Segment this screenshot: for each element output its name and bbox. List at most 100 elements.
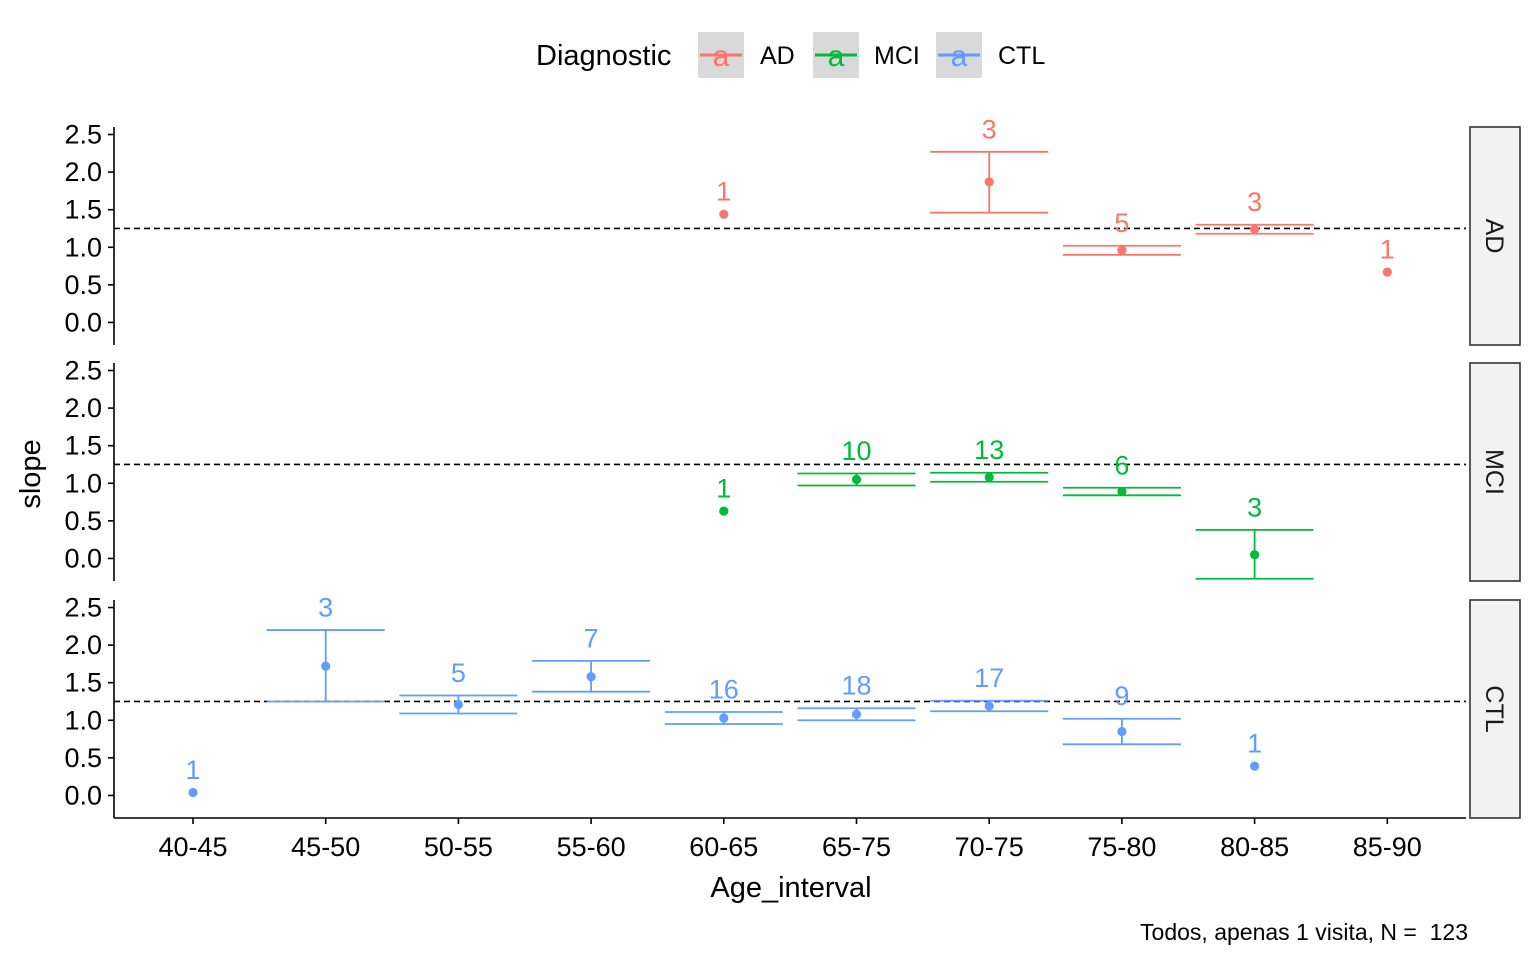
facet-strip-ad: AD [1469, 126, 1521, 346]
count-label: 10 [841, 436, 871, 466]
facet-strip-mci: MCI [1469, 362, 1521, 582]
legend-key-glyph: a [828, 40, 845, 73]
y-tick-label: 1.0 [64, 705, 102, 735]
x-tick-label: 45-50 [291, 832, 360, 862]
x-tick-label: 40-45 [158, 832, 227, 862]
y-tick-label: 0.5 [64, 743, 102, 773]
y-tick-label: 1.5 [64, 668, 102, 698]
data-point [719, 209, 729, 219]
data-point-group: 18 [797, 671, 916, 722]
y-tick-label: 0.0 [64, 543, 102, 573]
data-point [1382, 267, 1392, 277]
x-axis: 40-45 45-50 50-55 55-60 60-65 65-75 70-75 75-80… [114, 817, 1466, 862]
data-point [188, 787, 198, 798]
data-point-group: 1 [1247, 729, 1262, 771]
data-point [984, 177, 994, 187]
y-tick-label: 0.0 [64, 780, 102, 810]
panel-mci: 0.0 0.5 1.0 1.5 2.0 2.5 MCI 1 10 13 6 3 [64, 356, 1521, 582]
data-point-group: 1 [1380, 235, 1395, 277]
y-tick-label: 0.5 [64, 506, 102, 536]
facet-strip-bg [1469, 362, 1521, 582]
caption: Todos, apenas 1 visita, N = 123 [1140, 919, 1468, 945]
data-point-group: 16 [664, 674, 783, 725]
data-point [851, 474, 862, 485]
y-tick-label: 1.0 [64, 232, 102, 262]
y-tick-label: 1.5 [64, 195, 102, 225]
facet-strip-bg [1469, 599, 1521, 819]
data-point-group: 6 [1062, 450, 1181, 497]
legend-entry-mci: a MCI [813, 32, 920, 78]
data-point-group: 3 [1195, 187, 1314, 235]
data-point [719, 713, 729, 723]
y-tick-label: 2.5 [64, 356, 102, 386]
count-label: 7 [584, 623, 599, 653]
legend-label: CTL [998, 42, 1045, 70]
x-tick-label: 65-75 [822, 832, 891, 862]
data-point [453, 699, 463, 710]
data-point [1250, 550, 1260, 560]
y-tick-label: 0.0 [64, 307, 102, 337]
legend-entry-ad: a AD [698, 32, 795, 78]
y-tick-label: 0.5 [64, 270, 102, 300]
legend-label: MCI [874, 42, 920, 70]
count-label: 1 [716, 474, 731, 504]
y-tick-label: 1.5 [64, 431, 102, 461]
count-label: 18 [841, 671, 871, 701]
count-label: 6 [1114, 450, 1129, 480]
legend-entry-ctl: a CTL [936, 32, 1045, 78]
legend-label: AD [760, 42, 795, 70]
facet-strip-label: CTL [1480, 685, 1508, 732]
data-point-group: 3 [1195, 492, 1314, 580]
count-label: 16 [709, 674, 739, 704]
count-label: 5 [451, 658, 466, 688]
y-tick-label: 1.0 [64, 468, 102, 498]
data-point-group: 17 [930, 663, 1049, 713]
count-label: 1 [1247, 729, 1262, 759]
count-label: 3 [1247, 492, 1262, 522]
y-tick-label: 2.0 [64, 157, 102, 187]
count-label: 17 [974, 663, 1004, 693]
y-tick-label: 2.5 [64, 593, 102, 623]
data-point [1117, 245, 1127, 255]
data-point [586, 672, 596, 682]
count-label: 1 [716, 177, 731, 207]
count-label: 3 [1247, 187, 1262, 217]
data-point-group: 13 [930, 435, 1049, 483]
y-axis-title: slope [15, 439, 47, 508]
count-label: 9 [1114, 681, 1129, 711]
panel-ctl: 0.0 0.5 1.0 1.5 2.0 2.5 CTL 1 3 5 7 16 18 17 9 1 [64, 593, 1521, 819]
data-point-group: 9 [1062, 681, 1181, 746]
data-point-group: 10 [797, 436, 916, 487]
data-point [851, 709, 862, 719]
legend-title: Diagnostic [536, 40, 671, 72]
x-tick-label: 75-80 [1087, 832, 1156, 862]
data-point [1250, 761, 1260, 771]
panels: 0.00.51.01.52.02.5AD135310.00.51.01.52.0… [64, 114, 1521, 819]
data-point [1117, 486, 1127, 497]
facet-strip-label: AD [1480, 219, 1508, 254]
x-tick-label: 70-75 [955, 832, 1024, 862]
legend-key-glyph: a [951, 40, 968, 73]
data-point-group: 1 [185, 755, 201, 798]
y-tick-label: 2.0 [64, 393, 102, 423]
count-label: 3 [318, 593, 333, 623]
data-point [984, 701, 994, 711]
data-point [1250, 224, 1260, 234]
x-tick-label: 80-85 [1220, 832, 1289, 862]
x-tick-label: 55-60 [557, 832, 626, 862]
data-point [1117, 726, 1127, 737]
data-point-group: 5 [1062, 208, 1181, 256]
x-axis-title: Age_interval [710, 872, 871, 904]
count-label: 1 [1380, 235, 1395, 265]
data-point-group: 7 [532, 623, 651, 693]
count-label: 3 [982, 114, 997, 144]
data-point [719, 506, 729, 516]
count-label: 1 [185, 755, 200, 785]
data-point [984, 472, 994, 482]
x-tick-label: 60-65 [689, 832, 758, 862]
count-label: 13 [974, 435, 1004, 465]
facet-strip-ctl: CTL [1469, 599, 1521, 819]
y-tick-label: 2.5 [64, 120, 102, 150]
data-point-group: 5 [399, 658, 518, 715]
y-tick-label: 2.0 [64, 630, 102, 660]
